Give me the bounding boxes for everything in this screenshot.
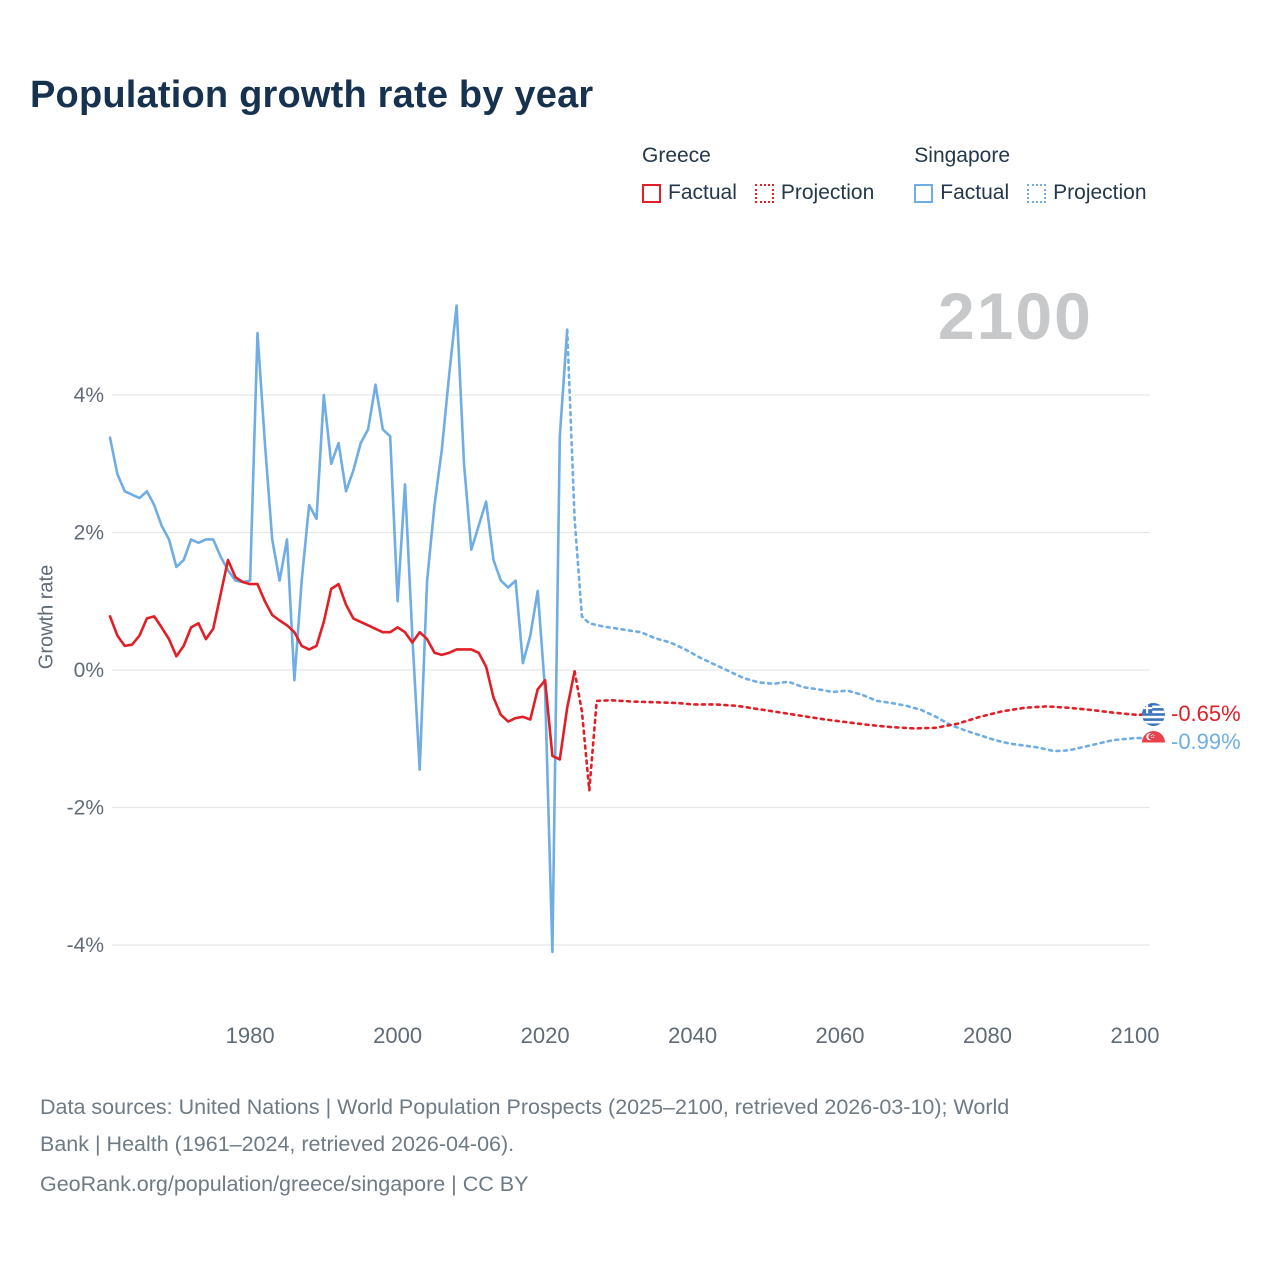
x-tick-label-2020: 2020 [521,1023,570,1048]
legend-item-label: Projection [780,181,875,204]
legend-item-singapore-factual[interactable]: Factual [914,181,1009,205]
footer-line-2: Bank | Health (1961–2024, retrieved 2026… [40,1131,515,1156]
greece-factual-swatch-icon [642,183,661,203]
greece-factual-line [108,558,576,761]
singapore-projection-line [565,328,1151,753]
y-axis-label: Growth rate [35,564,58,670]
footer-attribution-link[interactable]: GeoRank.org/population/greece/singapore … [40,1172,529,1197]
greece-end-value: -0.65% [1171,701,1241,726]
x-tick-label-1980: 1980 [226,1023,275,1048]
singapore-factual-swatch-icon [914,183,934,203]
legend: Greece Factual Projection Singapore Fact… [642,144,1147,205]
x-tick-label-2060: 2060 [816,1023,865,1048]
greece-projection-line [573,670,1151,792]
data-sources-footer: Data sources: United Nations | World Pop… [40,1089,1240,1203]
x-tick-label-2100: 2100 [1111,1023,1160,1048]
singapore-factual-line [108,304,569,954]
x-tick-label-2000: 2000 [373,1023,422,1048]
y-tick-label: -2% [67,797,104,820]
greece-projection-swatch-icon [754,183,774,203]
end-label-greece: -0.65% [1142,701,1241,727]
legend-item-greece-projection[interactable]: Projection [754,181,875,205]
legend-group-singapore: Singapore Factual Projection [914,144,1147,205]
legend-item-label: Projection [1053,181,1147,204]
y-tick-label: 2% [74,522,104,545]
singapore-flag-icon [1142,730,1165,754]
y-tick-label: -4% [67,934,104,957]
greece-flag-icon [1142,702,1165,726]
legend-country-greece: Greece [642,144,711,167]
legend-item-greece-factual[interactable]: Factual [642,181,737,205]
singapore-end-value: -0.99% [1171,729,1241,754]
footer-line-1: Data sources: United Nations | World Pop… [40,1095,1010,1119]
legend-group-greece: Greece Factual Projection [642,144,874,205]
singapore-projection-swatch-icon [1027,183,1047,203]
x-tick-label-2080: 2080 [963,1023,1012,1048]
end-label-singapore: -0.99% [1142,729,1241,755]
x-tick-label-2040: 2040 [668,1023,717,1048]
y-tick-label: 4% [74,384,104,407]
page-title: Population growth rate by year [30,74,594,116]
y-tick-label: 0% [74,659,104,682]
legend-item-label: Factual [940,181,1010,204]
legend-item-label: Factual [668,181,737,204]
legend-country-singapore: Singapore [914,144,1011,167]
watermark-year: 2100 [938,279,1093,353]
legend-item-singapore-projection[interactable]: Projection [1027,181,1147,205]
